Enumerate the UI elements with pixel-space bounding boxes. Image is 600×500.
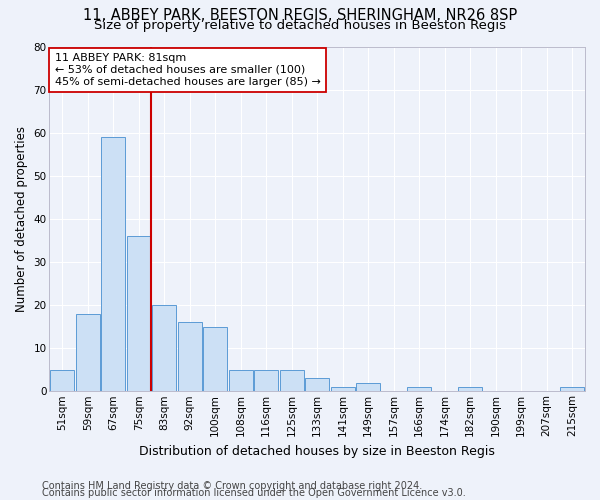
Bar [458, 387, 482, 392]
Text: Contains public sector information licensed under the Open Government Licence v3: Contains public sector information licen… [42, 488, 466, 498]
Bar [203, 326, 227, 392]
Bar [331, 387, 355, 392]
Bar [560, 387, 584, 392]
X-axis label: Distribution of detached houses by size in Beeston Regis: Distribution of detached houses by size … [139, 444, 495, 458]
Bar [407, 387, 431, 392]
Y-axis label: Number of detached properties: Number of detached properties [15, 126, 28, 312]
Text: 11 ABBEY PARK: 81sqm
← 53% of detached houses are smaller (100)
45% of semi-deta: 11 ABBEY PARK: 81sqm ← 53% of detached h… [55, 54, 320, 86]
Text: Contains HM Land Registry data © Crown copyright and database right 2024.: Contains HM Land Registry data © Crown c… [42, 481, 422, 491]
Bar [76, 314, 100, 392]
Bar [305, 378, 329, 392]
Text: 11, ABBEY PARK, BEESTON REGIS, SHERINGHAM, NR26 8SP: 11, ABBEY PARK, BEESTON REGIS, SHERINGHA… [83, 8, 517, 24]
Bar [127, 236, 151, 392]
Bar [152, 305, 176, 392]
Bar [229, 370, 253, 392]
Bar [254, 370, 278, 392]
Bar [280, 370, 304, 392]
Bar [178, 322, 202, 392]
Text: Size of property relative to detached houses in Beeston Regis: Size of property relative to detached ho… [94, 18, 506, 32]
Bar [356, 382, 380, 392]
Bar [50, 370, 74, 392]
Bar [101, 137, 125, 392]
